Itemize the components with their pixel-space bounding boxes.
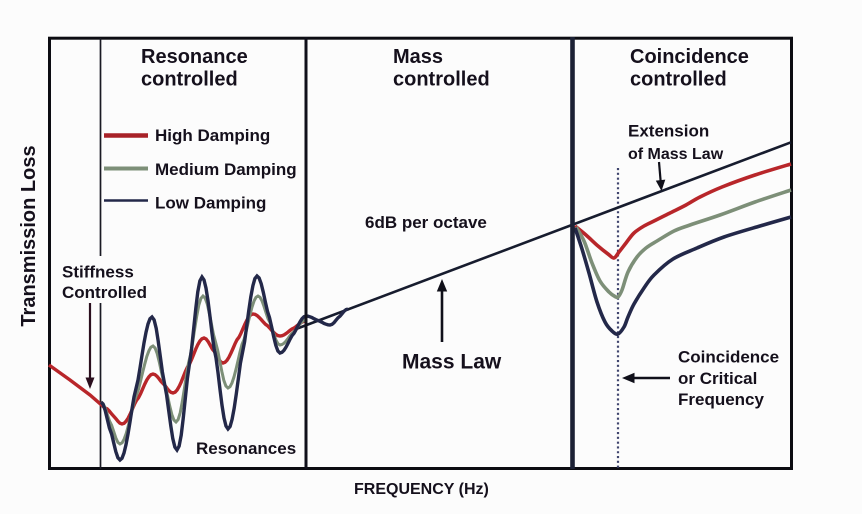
svg-text:Coincidence: Coincidence xyxy=(630,46,749,68)
svg-text:controlled: controlled xyxy=(393,69,490,91)
svg-text:Mass: Mass xyxy=(393,46,443,68)
svg-text:Resonances: Resonances xyxy=(196,439,296,458)
svg-text:Controlled: Controlled xyxy=(62,283,147,302)
svg-text:Transmission Loss: Transmission Loss xyxy=(18,145,40,326)
svg-text:controlled: controlled xyxy=(630,69,727,91)
svg-text:6dB per octave: 6dB per octave xyxy=(365,213,487,232)
svg-text:controlled: controlled xyxy=(141,69,238,91)
svg-text:Extension: Extension xyxy=(628,122,709,141)
svg-text:Medium Damping: Medium Damping xyxy=(155,160,297,179)
svg-text:of Mass Law: of Mass Law xyxy=(628,146,724,163)
svg-text:Resonance: Resonance xyxy=(141,46,248,68)
svg-text:FREQUENCY (Hz): FREQUENCY (Hz) xyxy=(354,481,489,498)
svg-text:Frequency: Frequency xyxy=(678,390,765,409)
svg-text:Coincidence: Coincidence xyxy=(678,348,779,367)
svg-text:High Damping: High Damping xyxy=(155,126,270,145)
svg-text:Stiffness: Stiffness xyxy=(62,263,134,282)
svg-text:Low Damping: Low Damping xyxy=(155,194,266,213)
svg-text:or Critical: or Critical xyxy=(678,369,757,388)
svg-text:Mass Law: Mass Law xyxy=(402,351,502,374)
